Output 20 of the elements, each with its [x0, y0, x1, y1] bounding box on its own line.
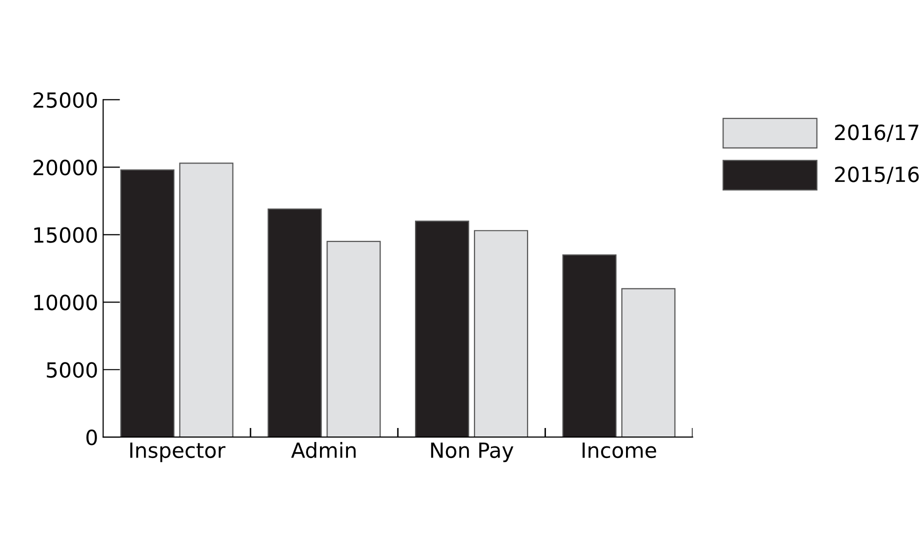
- y-tick-label: 10000: [34, 294, 97, 310]
- x-tick-label: Admin: [291, 442, 356, 458]
- bar: [268, 208, 322, 438]
- bar: [621, 288, 676, 438]
- legend-label: 2015/16: [835, 166, 919, 184]
- x-tick-label: Inspector: [130, 442, 226, 462]
- bar: [562, 254, 617, 438]
- y-tick-label: 20000: [34, 160, 97, 176]
- y-tick-label: 15000: [34, 227, 97, 243]
- y-tick-label: 5000: [46, 362, 97, 378]
- bar: [415, 220, 470, 438]
- y-tick-label: 25000: [34, 92, 97, 108]
- bar: [474, 230, 528, 438]
- legend-label: 2016/17: [835, 124, 918, 142]
- bar: [326, 240, 381, 438]
- x-tick-label: Income: [582, 442, 656, 458]
- bar: [120, 169, 174, 438]
- x-tick-label: Non Pay: [431, 442, 514, 462]
- y-tick-label: 0: [86, 430, 97, 446]
- bar: [179, 162, 234, 438]
